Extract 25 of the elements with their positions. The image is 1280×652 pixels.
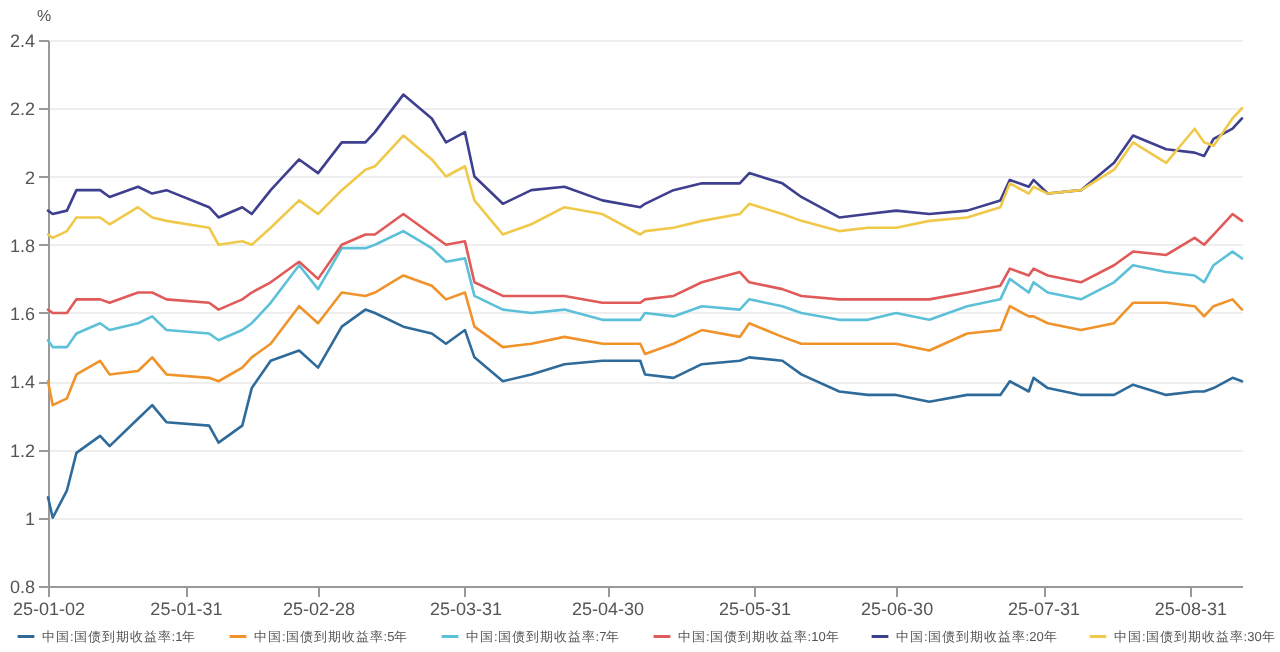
y-tick-label: 1.2 bbox=[9, 440, 35, 461]
y-tick-label: 1.6 bbox=[9, 304, 35, 324]
x-tick-label: 25-06-30 bbox=[861, 599, 934, 619]
x-tick-label: 25-01-31 bbox=[150, 599, 223, 619]
x-tick-label: 25-05-31 bbox=[718, 599, 792, 619]
y-tick-label: 2 bbox=[24, 167, 35, 188]
y-tick-label: 2.2 bbox=[9, 99, 35, 120]
y-tick-label: 1.4 bbox=[9, 372, 35, 393]
x-tick-label: 25-07-31 bbox=[1007, 599, 1081, 619]
x-tick-label: 25-03-31 bbox=[429, 599, 502, 619]
x-tick-label: 25-04-30 bbox=[572, 599, 645, 619]
y-tick-label: 1.8 bbox=[9, 235, 35, 256]
y-tick-label: 2.4 bbox=[9, 31, 35, 51]
x-tick-label: 25-01-02 bbox=[12, 599, 86, 619]
line-series bbox=[46, 274, 1244, 407]
y-tick-label: 0.8 bbox=[9, 577, 35, 597]
x-tick-label: 25-02-28 bbox=[283, 599, 356, 619]
line-series bbox=[46, 106, 1244, 247]
line-series bbox=[46, 308, 1244, 520]
y-tick-label: 1 bbox=[24, 508, 35, 529]
line-series bbox=[46, 93, 1244, 219]
line-series bbox=[46, 212, 1244, 315]
y-axis-title: % bbox=[37, 7, 52, 25]
x-tick-label: 25-08-31 bbox=[1154, 599, 1227, 619]
line-series bbox=[46, 229, 1244, 349]
